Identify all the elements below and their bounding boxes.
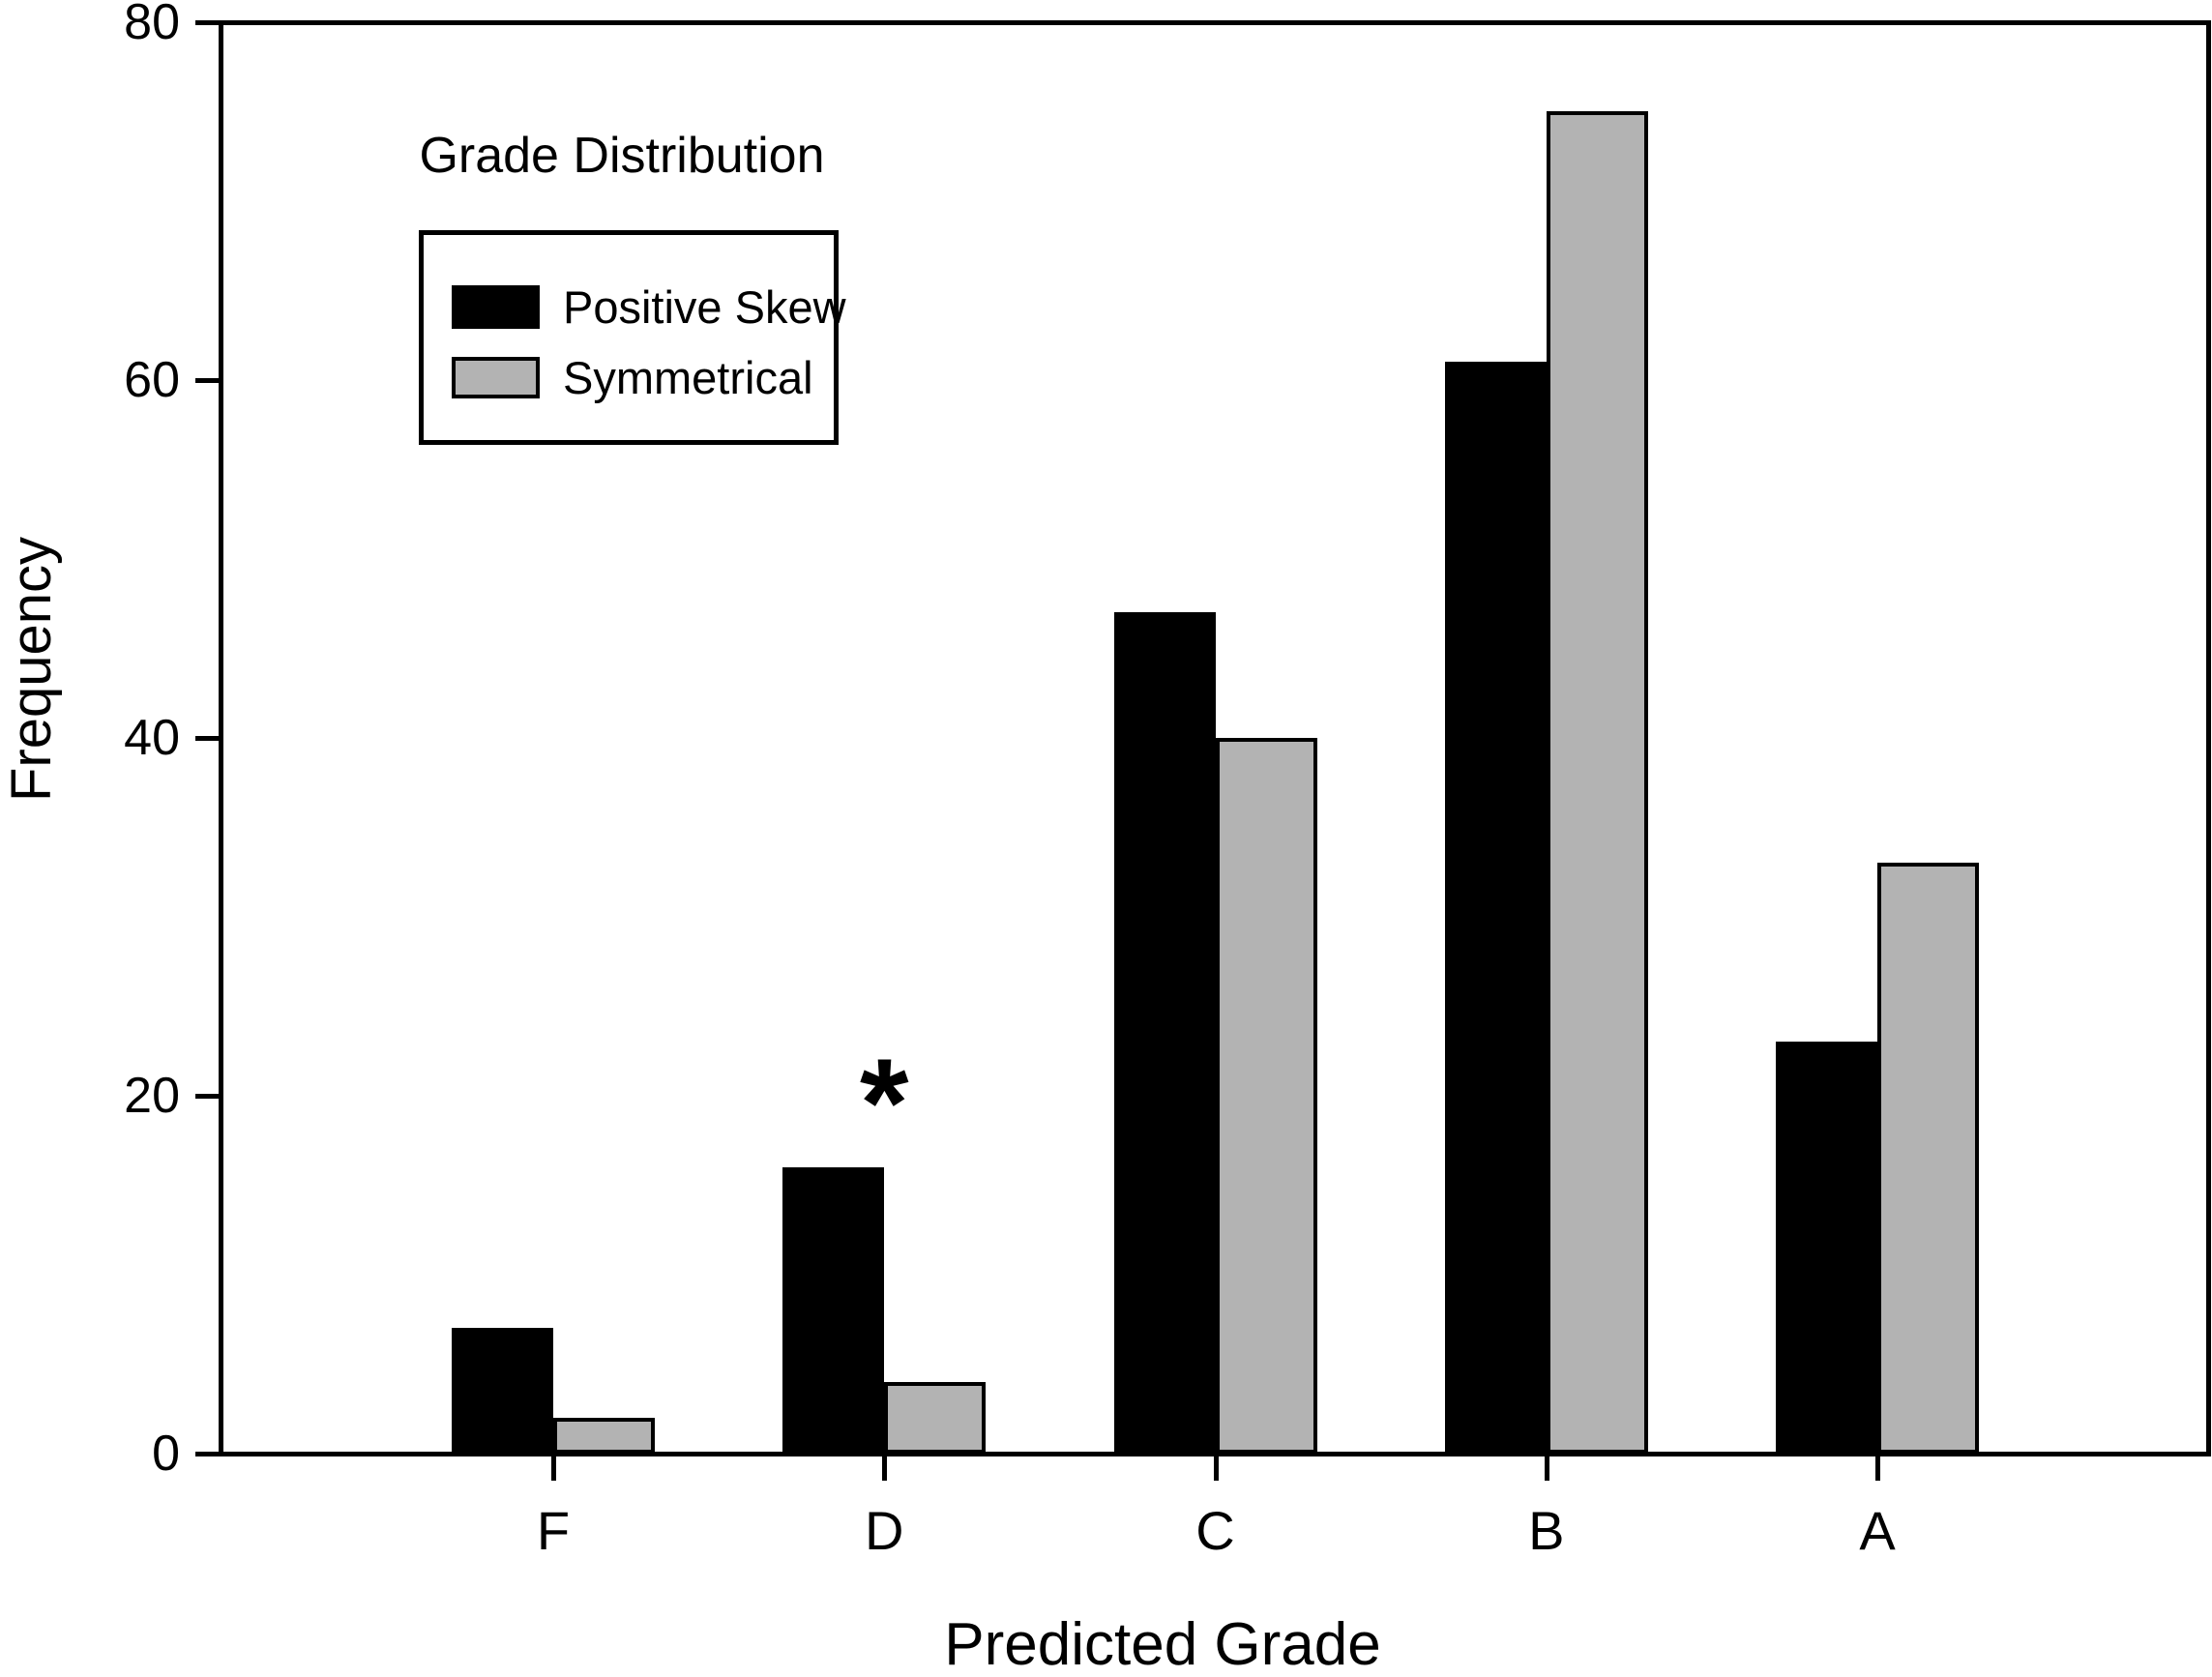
- x-tick: [1875, 1456, 1880, 1481]
- x-tick-label-c: C: [1195, 1500, 1235, 1561]
- legend: Positive Skew Symmetrical: [419, 230, 846, 445]
- bar-symmetrical-d: [884, 1382, 986, 1454]
- bar-positive-skew-b: [1445, 362, 1547, 1454]
- legend-label-symmetrical: Symmetrical: [563, 352, 813, 403]
- x-tick-label-d: D: [865, 1500, 904, 1561]
- y-tick-label: 40: [124, 710, 180, 766]
- bar-symmetrical-f: [553, 1418, 655, 1454]
- y-tick: [195, 736, 219, 741]
- y-axis-title: Frequency: [0, 536, 63, 803]
- x-axis-title: Predicted Grade: [944, 1611, 1381, 1677]
- chart-title: Grade Distribution: [419, 128, 825, 184]
- bar-positive-skew-a: [1776, 1042, 1877, 1454]
- x-tick-label-a: A: [1859, 1500, 1896, 1561]
- y-tick: [195, 1094, 219, 1099]
- y-tick: [195, 1452, 219, 1456]
- y-tick-label: 0: [152, 1426, 180, 1482]
- y-tick: [195, 20, 219, 25]
- significance-asterisk: *: [859, 1032, 909, 1173]
- x-tick: [551, 1456, 556, 1481]
- bar-positive-skew-c: [1114, 612, 1216, 1454]
- plot-area-frame: [219, 20, 2211, 1456]
- legend-label-positive-skew: Positive Skew: [563, 281, 846, 333]
- x-tick-label-f: F: [536, 1500, 571, 1561]
- bar-symmetrical-a: [1877, 863, 1979, 1454]
- legend-swatch-symmetrical: [452, 357, 540, 398]
- bar-positive-skew-d: [782, 1167, 884, 1454]
- y-tick-label: 80: [124, 0, 180, 50]
- legend-swatch-positive-skew: [452, 285, 540, 329]
- x-tick: [882, 1456, 888, 1481]
- x-tick: [1544, 1456, 1549, 1481]
- y-tick: [195, 378, 219, 383]
- x-tick-label-b: B: [1528, 1500, 1565, 1561]
- x-tick: [1213, 1456, 1219, 1481]
- y-tick-label: 60: [124, 352, 180, 408]
- bar-positive-skew-f: [452, 1328, 553, 1454]
- bar-symmetrical-c: [1216, 738, 1317, 1454]
- y-tick-label: 20: [124, 1068, 180, 1124]
- bar-symmetrical-b: [1547, 111, 1648, 1454]
